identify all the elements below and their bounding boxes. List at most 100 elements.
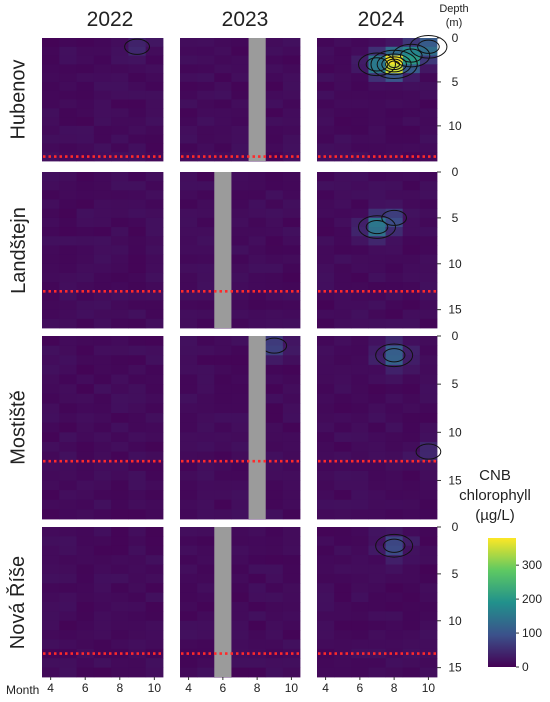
heat-cell <box>351 451 369 462</box>
heat-cell <box>42 125 60 136</box>
heat-cell <box>282 309 301 320</box>
heat-cell <box>180 282 198 292</box>
heat-cell <box>111 451 129 462</box>
heat-cell <box>76 99 95 109</box>
heat-cell <box>76 108 95 118</box>
heat-cell <box>317 573 335 584</box>
heat-cell <box>265 90 284 100</box>
heat-cell <box>282 181 301 191</box>
heat-cell <box>317 355 335 366</box>
heat-cell <box>419 630 438 640</box>
heat-cell <box>111 272 129 283</box>
heat-cell <box>248 282 267 292</box>
heat-cell <box>128 441 147 452</box>
heat-cell <box>214 441 232 452</box>
heat-cell <box>128 480 147 491</box>
x-tick-label: 6 <box>357 681 364 695</box>
heat-cell <box>334 451 352 462</box>
heat-cell <box>334 38 352 48</box>
heat-cell <box>197 461 215 472</box>
heat-cell <box>180 236 198 246</box>
heat-cell <box>419 190 438 200</box>
heat-cell <box>351 403 369 414</box>
heat-cell <box>368 667 386 678</box>
x-tick-label: 4 <box>47 681 54 695</box>
heat-cell <box>282 355 301 366</box>
heat-cell <box>145 217 164 228</box>
heat-cell <box>42 630 60 640</box>
heat-cell <box>282 451 301 462</box>
depth-tick-label: 15 <box>448 661 462 675</box>
heat-cell <box>59 172 77 182</box>
heat-cell <box>197 172 215 182</box>
heat-cell <box>385 536 404 547</box>
heat-cell <box>93 199 112 210</box>
heat-cell <box>59 374 77 385</box>
heat-cell <box>385 99 404 109</box>
heat-cell <box>282 583 301 594</box>
heat-cell <box>145 555 164 565</box>
heat-cell <box>317 227 335 237</box>
heat-cell <box>180 393 198 404</box>
heat-cell <box>265 81 284 92</box>
heat-cell <box>385 490 404 501</box>
heat-cell <box>93 527 112 537</box>
heat-cell <box>231 64 249 74</box>
heat-cell <box>265 125 284 136</box>
heat-cell <box>317 263 335 274</box>
heat-cell <box>282 55 301 65</box>
heat-cell <box>128 461 147 472</box>
heat-cell <box>197 639 215 650</box>
heat-cell <box>128 355 147 366</box>
heat-cell <box>248 227 267 237</box>
depth-tick-label: 0 <box>452 31 459 45</box>
heat-cell <box>59 611 77 622</box>
heat-cell <box>385 451 404 462</box>
heat-cell <box>197 432 215 443</box>
heat-cell <box>282 81 301 92</box>
heat-cell <box>317 282 335 292</box>
heat-cell <box>248 583 267 594</box>
heat-cell <box>197 592 215 603</box>
heat-cell <box>59 55 77 65</box>
heat-cell <box>197 81 215 92</box>
no-data-band <box>248 336 266 519</box>
heat-cell <box>42 336 60 347</box>
heat-cell <box>42 355 60 366</box>
heat-cell <box>111 545 129 556</box>
heat-cell <box>197 309 215 320</box>
heat-cell <box>214 90 232 100</box>
heat-cell <box>76 630 95 640</box>
heat-cell <box>59 152 77 162</box>
heat-cell <box>317 620 335 631</box>
heat-cell <box>368 64 386 74</box>
heat-cell <box>385 374 404 385</box>
heat-cell <box>402 117 421 127</box>
x-tick-label: 6 <box>220 681 227 695</box>
heat-cell <box>42 564 60 575</box>
heat-cell <box>402 254 421 265</box>
heat-cell <box>128 611 147 622</box>
heat-cell <box>368 99 386 109</box>
heat-cell <box>145 38 164 48</box>
heat-cell <box>351 583 369 594</box>
heat-cell <box>334 309 352 320</box>
heat-cell <box>59 393 77 404</box>
heat-cell <box>231 490 249 501</box>
heat-cell <box>145 208 164 219</box>
heat-cell <box>76 639 95 650</box>
heat-cell <box>419 309 438 320</box>
heat-cell <box>145 393 164 404</box>
heat-cell <box>368 300 386 311</box>
heat-cell <box>197 318 215 329</box>
heat-cell <box>59 81 77 92</box>
heat-cell <box>111 190 129 200</box>
heat-cell <box>93 236 112 246</box>
heat-cell <box>111 108 129 118</box>
heat-cell <box>76 345 95 356</box>
heat-cell <box>231 208 249 219</box>
heat-cell <box>145 245 164 255</box>
heat-cell <box>93 125 112 136</box>
heat-cell <box>265 490 284 501</box>
heat-cell <box>248 172 267 182</box>
